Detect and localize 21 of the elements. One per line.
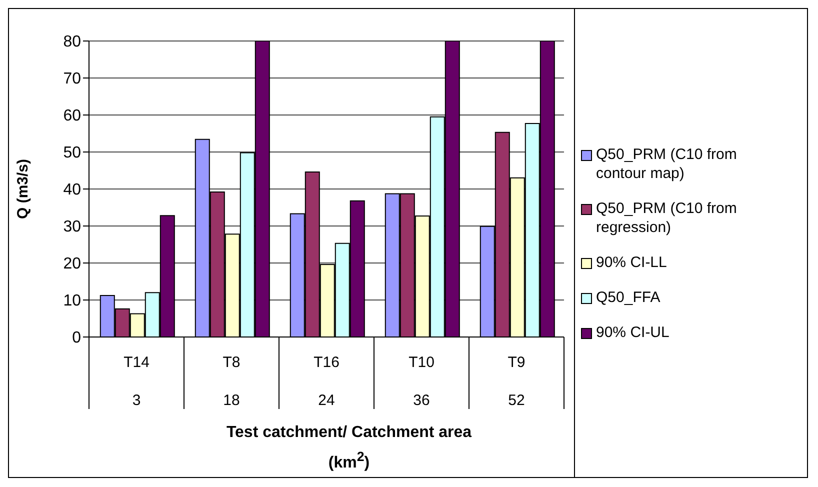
legend-label: Q50_FFA [596, 288, 662, 306]
x-axis-title: Test catchment/ Catchment area (km$^{2}$) [225, 423, 473, 474]
category-label: T9 52 [508, 354, 526, 409]
y-tick-label: 30 [63, 218, 82, 236]
y-tick-label: 50 [63, 144, 82, 162]
y-tick-label: 80 [63, 34, 82, 51]
legend-label: Q50_PRM (C10 from regression) [596, 198, 738, 236]
y-tick-label: 0 [72, 330, 82, 347]
category-label: T10 36 [408, 354, 434, 409]
category-label: T16 24 [314, 354, 340, 409]
y-tick-label: 10 [63, 292, 82, 310]
y-tick-label: 60 [63, 108, 82, 125]
y-tick-label: 40 [63, 182, 82, 199]
category-label: T8 18 [222, 354, 240, 409]
y-axis-title: Q (m3/s) [14, 158, 32, 219]
y-tick-label: 20 [63, 256, 82, 273]
category-label: T14 3 [124, 354, 150, 409]
legend-label: Q50_PRM (C10 from contour map) [596, 144, 738, 182]
legend-label: 90% CI-UL [596, 322, 670, 342]
y-tick-label: 70 [63, 70, 82, 88]
legend-label: 90% CI-LL [596, 252, 668, 272]
